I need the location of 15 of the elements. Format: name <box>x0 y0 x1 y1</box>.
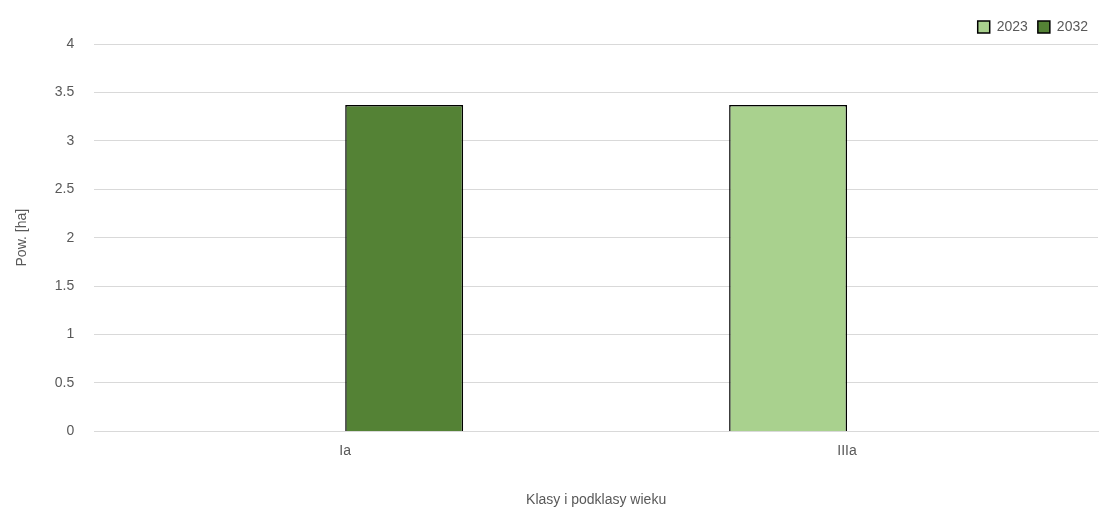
x-tick-label: IIIa <box>837 441 857 458</box>
y-tick-label: 1 <box>66 325 75 342</box>
legend-label: 2023 <box>996 17 1029 34</box>
y-tick-label: 1.5 <box>54 276 75 293</box>
y-tick-label: 0.5 <box>54 373 75 390</box>
x-tick-label: Ia <box>339 441 352 458</box>
x-axis-title: Klasy i podklasy wieku <box>526 491 667 508</box>
legend-label: 2032 <box>1056 17 1089 34</box>
y-tick-label: 4 <box>66 34 75 51</box>
y-tick-label: 2 <box>66 228 75 245</box>
y-axis-title: Pow. [ha] <box>13 208 30 267</box>
y-tick-label: 2.5 <box>54 180 75 197</box>
y-tick-label: 0 <box>66 422 75 439</box>
y-tick-label: 3.5 <box>54 83 75 100</box>
y-tick-label: 3 <box>66 131 75 148</box>
